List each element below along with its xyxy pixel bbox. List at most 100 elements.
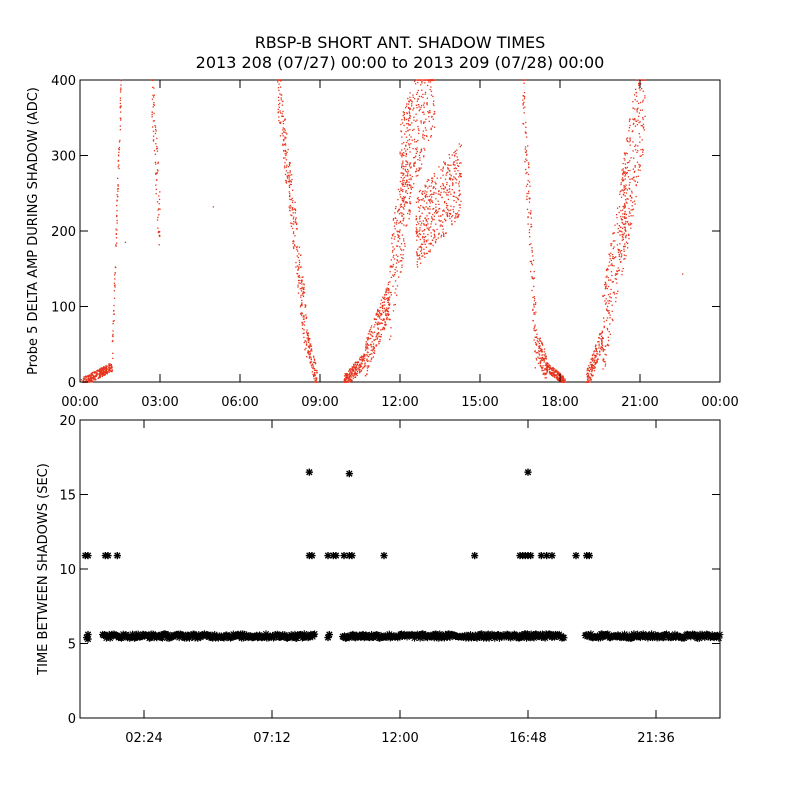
delta-amp-point [88, 377, 89, 378]
delta-amp-point [345, 374, 346, 375]
delta-amp-point [595, 348, 596, 349]
delta-amp-point [456, 163, 457, 164]
delta-amp-point [116, 229, 117, 230]
delta-amp-point [431, 128, 432, 129]
delta-amp-point [157, 172, 158, 173]
delta-amp-point [452, 179, 453, 180]
delta-amp-point [538, 363, 539, 364]
delta-amp-point [155, 143, 156, 144]
baseline-point [716, 631, 723, 638]
delta-amp-point [423, 155, 424, 156]
delta-amp-point [420, 215, 421, 216]
baseline-point [560, 634, 567, 641]
delta-amp-point [637, 162, 638, 163]
delta-amp-point [357, 362, 358, 363]
delta-amp-point [535, 302, 536, 303]
delta-amp-point [157, 170, 158, 171]
delta-amp-point [116, 210, 117, 211]
delta-amp-point [285, 143, 286, 144]
delta-amp-point [403, 214, 404, 215]
delta-amp-point [381, 307, 382, 308]
delta-amp-point [117, 220, 118, 221]
delta-amp-point [624, 255, 625, 256]
delta-amp-point [546, 356, 547, 357]
delta-amp-point [528, 191, 529, 192]
delta-amp-point [289, 193, 290, 194]
delta-amp-point [642, 100, 643, 101]
delta-amp-point [285, 150, 286, 151]
delta-amp-point [531, 250, 532, 251]
delta-amp-point [423, 249, 424, 250]
delta-amp-point [401, 206, 402, 207]
delta-amp-point [120, 119, 121, 120]
delta-amp-point [607, 329, 608, 330]
delta-amp-point [411, 122, 412, 123]
delta-amp-point [400, 254, 401, 255]
delta-amp-point [603, 317, 604, 318]
delta-amp-point [425, 217, 426, 218]
delta-amp-point [410, 124, 411, 125]
delta-amp-point [118, 164, 119, 165]
delta-amp-point [613, 240, 614, 241]
delta-amp-point [419, 110, 420, 111]
delta-amp-point [442, 175, 443, 176]
delta-amp-point [438, 216, 439, 217]
delta-amp-point [639, 142, 640, 143]
delta-amp-point [314, 370, 315, 371]
delta-amp-point [594, 360, 595, 361]
delta-amp-point [621, 182, 622, 183]
delta-amp-point [447, 212, 448, 213]
delta-amp-point [416, 216, 417, 217]
delta-amp-point [443, 184, 444, 185]
delta-amp-point [415, 83, 416, 84]
delta-amp-point [637, 124, 638, 125]
delta-amp-point [618, 249, 619, 250]
delta-amp-point [369, 331, 370, 332]
delta-amp-point [412, 109, 413, 110]
delta-amp-point [610, 293, 611, 294]
delta-amp-point [620, 216, 621, 217]
delta-amp-point [404, 245, 405, 246]
delta-amp-point [629, 211, 630, 212]
delta-amp-point [627, 247, 628, 248]
delta-amp-point [104, 375, 105, 376]
delta-amp-point [371, 331, 372, 332]
delta-amp-point [530, 271, 531, 272]
delta-amp-point [616, 293, 617, 294]
delta-amp-point [387, 311, 388, 312]
delta-amp-point [95, 376, 96, 377]
delta-amp-point [559, 372, 560, 373]
delta-amp-point [291, 226, 292, 227]
delta-amp-point [377, 333, 378, 334]
delta-amp-point [417, 254, 418, 255]
delta-amp-point [432, 240, 433, 241]
delta-amp-point [433, 101, 434, 102]
delta-amp-point [430, 249, 431, 250]
delta-amp-point [88, 375, 89, 376]
delta-amp-point [428, 243, 429, 244]
delta-amp-point [553, 374, 554, 375]
delta-amp-point [564, 380, 565, 381]
delta-amp-point [303, 287, 304, 288]
delta-amp-point [278, 109, 279, 110]
delta-amp-point [289, 208, 290, 209]
delta-amp-point [418, 130, 419, 131]
delta-amp-point [413, 108, 414, 109]
delta-amp-point [429, 196, 430, 197]
delta-amp-point [372, 332, 373, 333]
delta-amp-point [529, 181, 530, 182]
delta-amp-point [421, 105, 422, 106]
delta-amp-point [423, 122, 424, 123]
delta-amp-point [622, 228, 623, 229]
delta-amp-point [302, 313, 303, 314]
delta-amp-point [540, 363, 541, 364]
delta-amp-point [636, 185, 637, 186]
delta-amp-point [432, 126, 433, 127]
delta-amp-point [425, 196, 426, 197]
delta-amp-point [409, 139, 410, 140]
delta-amp-point [115, 267, 116, 268]
delta-amp-point [457, 212, 458, 213]
delta-amp-point [642, 151, 643, 152]
delta-amp-point [632, 141, 633, 142]
delta-amp-point [560, 374, 561, 375]
